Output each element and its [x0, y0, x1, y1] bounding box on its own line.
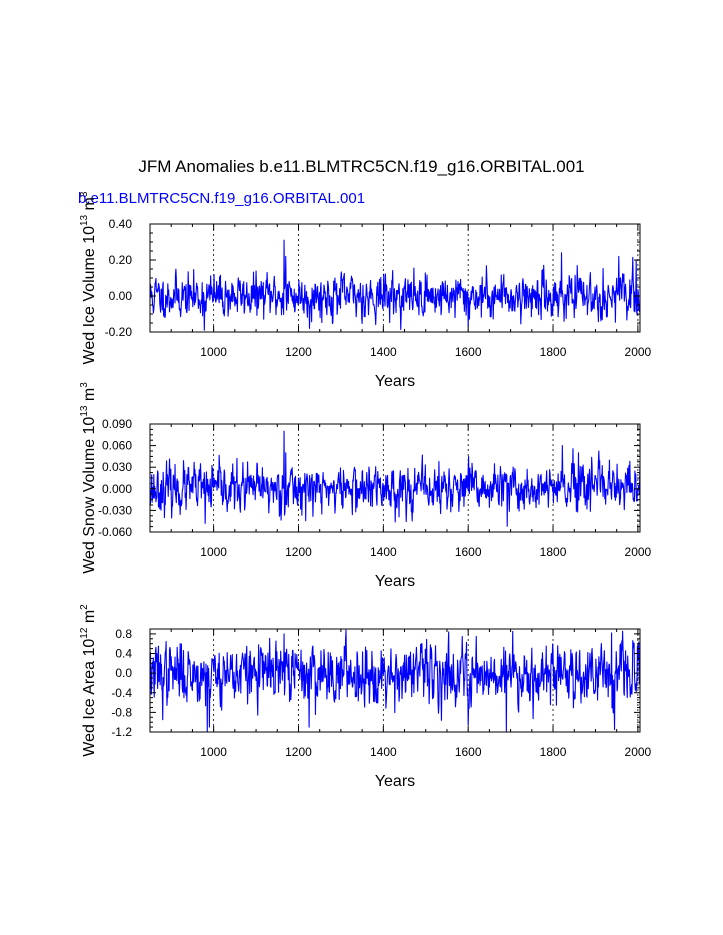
y-axis-title-unit: m: [81, 197, 98, 215]
y-tick-label: 0.4: [115, 647, 132, 661]
y-tick-label: -0.20: [105, 325, 133, 339]
x-axis-title: Years: [375, 573, 415, 590]
x-tick-label: 1400: [370, 745, 397, 759]
x-tick-label: 2000: [625, 345, 652, 359]
x-axis-title: Years: [375, 373, 415, 390]
x-tick-label: 1400: [370, 545, 397, 559]
x-tick-label: 1600: [455, 545, 482, 559]
y-tick-label: -0.060: [98, 525, 132, 539]
y-tick-label: -1.2: [111, 725, 132, 739]
x-tick-label: 1200: [285, 345, 312, 359]
y-tick-label: 0.060: [102, 439, 132, 453]
y-tick-label: -0.4: [111, 686, 132, 700]
y-axis-title-main: Wed Ice Area 10: [81, 639, 98, 757]
data-series-wed-ice-volume: [149, 239, 641, 331]
chart-panel-1: 1000 1200 1400 1600 1800 2000 -0.20 0.00 0.20 0.4…: [79, 191, 652, 390]
y-tick-label: -0.030: [98, 503, 132, 517]
y-axis-title-unit: m: [81, 388, 98, 406]
y-axis-title: Wed Snow Volume 1013 m3: [79, 382, 98, 574]
x-tick-label: 2000: [625, 745, 652, 759]
y-tick-label: 0.030: [102, 460, 132, 474]
chart-title: JFM Anomalies b.e11.BLMTRC5CN.f19_g16.OR…: [138, 157, 585, 176]
x-tick-label: 1600: [455, 345, 482, 359]
y-axis-title-exp: 13: [79, 405, 90, 417]
chart-subtitle: b.e11.BLMTRC5CN.f19_g16.ORBITAL.001: [78, 190, 366, 207]
x-axis-title: Years: [375, 773, 415, 790]
plot-frame: [149, 628, 641, 733]
y-tick-label: 0.8: [115, 627, 132, 641]
x-tick-label: 1000: [200, 545, 227, 559]
y-tick-label: 0.090: [102, 417, 132, 431]
y-tick-label: 0.000: [102, 482, 132, 496]
y-tick-label: 0.40: [109, 217, 133, 231]
data-series-wed-ice-area: [149, 629, 641, 733]
x-tick-label: 1800: [540, 345, 567, 359]
x-tick-label: 1600: [455, 745, 482, 759]
x-tick-label: 1800: [540, 745, 567, 759]
y-axis-title-main: Wed Snow Volume 10: [81, 417, 98, 574]
y-axis-title: Wed Ice Area 1012 m2: [79, 604, 98, 757]
x-tick-label: 1000: [200, 745, 227, 759]
x-tick-label: 1400: [370, 345, 397, 359]
x-tick-label: 1200: [285, 545, 312, 559]
y-axis-title-exp: 12: [79, 627, 90, 639]
x-tick-label: 1200: [285, 745, 312, 759]
x-tick-label: 2000: [625, 545, 652, 559]
y-tick-label: 0.00: [109, 289, 133, 303]
chart-panel-2: 1000 1200 1400 1600 1800 2000 -0.060 -0.030 0.00…: [79, 382, 652, 590]
y-axis-title-exp: 13: [79, 214, 90, 226]
y-tick-label: 0.20: [109, 253, 133, 267]
x-tick-label: 1000: [200, 345, 227, 359]
chart-panel-3: 1000 1200 1400 1600 1800 2000 -1.2 -0.8 -0.4 0.0 0…: [79, 604, 652, 790]
x-tick-label: 1800: [540, 545, 567, 559]
y-tick-label: -0.8: [111, 705, 132, 719]
y-axis-title-unit-exp: 2: [79, 604, 90, 610]
y-axis-title-unit: m: [81, 610, 98, 628]
y-axis-title-main: Wed Ice Volume 10: [81, 226, 98, 365]
y-tick-label: 0.0: [115, 666, 132, 680]
y-axis-title-unit-exp: 3: [79, 382, 90, 388]
y-axis-title-unit-exp: 3: [79, 191, 90, 197]
y-axis-title: Wed Ice Volume 1013 m3: [79, 191, 98, 364]
data-series-wed-snow-volume: [149, 430, 641, 527]
